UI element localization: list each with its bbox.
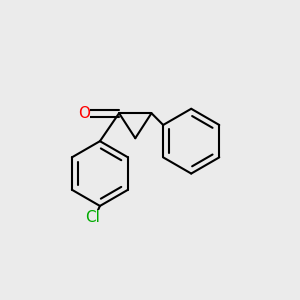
Text: Cl: Cl (85, 210, 100, 225)
Text: O: O (78, 106, 90, 121)
